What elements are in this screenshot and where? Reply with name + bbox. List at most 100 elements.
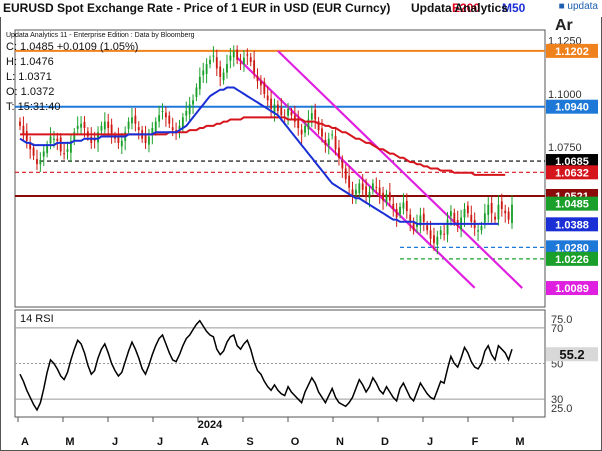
candle-body [209, 59, 211, 65]
candle-body [433, 235, 435, 244]
candle-body [409, 214, 412, 222]
x-tick-label: O [291, 436, 300, 448]
price-tag-box [546, 196, 598, 211]
candle-body [53, 138, 55, 140]
source-note: Updata Analytics 11 - Enterprise Edition… [6, 32, 195, 39]
candle-body [338, 147, 340, 158]
low-value: L: 1.0371 [6, 71, 52, 83]
price-tag-box [546, 99, 598, 114]
x-tick-label: S [246, 436, 253, 448]
candle-body [80, 123, 83, 128]
candle-body [46, 145, 49, 154]
moving-averages [19, 86, 506, 225]
candle-body [293, 115, 296, 122]
candle-body [49, 136, 52, 144]
candle-body [256, 76, 259, 82]
candle-body [392, 203, 395, 209]
price-tag-label: 1.0940 [555, 102, 589, 114]
candle-body [463, 208, 466, 218]
candle-body [317, 121, 320, 131]
price-tag-level-1-0280: 1.0280 [546, 240, 598, 255]
price-tag-channel-level: 1.0089 [546, 281, 598, 296]
price-tags: 1.12021.09401.06851.06321.05211.04851.03… [546, 43, 598, 362]
candle-body [161, 110, 164, 112]
candle-body [365, 186, 368, 197]
candle-body [158, 115, 161, 122]
candle-body [307, 119, 310, 130]
candle-body [181, 117, 184, 128]
price-tag-box [546, 251, 598, 266]
candle-body [273, 104, 276, 113]
candle-body [304, 125, 306, 133]
candle-body [348, 175, 351, 188]
candle-body [93, 139, 96, 141]
candle-body [66, 149, 69, 152]
candle-body [334, 136, 337, 150]
candle-body [419, 215, 422, 226]
candle-body [446, 219, 449, 235]
channel-upper [277, 50, 523, 289]
candle-body [276, 104, 279, 111]
candle-body [232, 51, 235, 58]
candle-body [168, 115, 171, 124]
candle-body [205, 64, 208, 74]
candle-body [36, 159, 38, 165]
price-tag-m50-level: 1.0388 [546, 217, 598, 232]
price-tag-label: 1.0226 [555, 254, 589, 266]
x-tick-label: J [112, 436, 118, 448]
candle-body [69, 140, 72, 153]
x-tick-label: J [427, 436, 433, 448]
candle-body [443, 233, 446, 235]
candle-body [297, 118, 300, 129]
price-tick-label: 1.0750 [548, 142, 582, 154]
rsi-tick-label: 25.0 [551, 403, 572, 415]
updata-logo-text: updata [567, 1, 598, 12]
candle-body [144, 135, 147, 143]
candle-body [500, 201, 503, 209]
candle-body [110, 124, 113, 135]
candle-body [341, 161, 344, 169]
candle-body [382, 192, 384, 201]
m50-legend: M50 [502, 1, 526, 15]
price-tag-label: 1.0485 [555, 199, 589, 211]
price-tag-label: 1.1202 [555, 46, 589, 58]
candle-body [266, 95, 269, 101]
x-tick-label: A [21, 436, 29, 448]
price-tick-label: 1.1000 [548, 89, 582, 101]
candle-body [239, 63, 242, 65]
candle-body [107, 121, 110, 129]
m50-line [19, 86, 499, 225]
candle-body [494, 216, 496, 220]
candle-body [399, 206, 401, 215]
candle-body [466, 205, 469, 214]
price-tag-support-green: 1.0226 [546, 251, 598, 266]
price-tag-level-1-0685: 1.0685 [546, 154, 598, 169]
rsi-tick-label: 30 [551, 394, 563, 406]
candle-body [416, 223, 418, 227]
candle-body [59, 137, 62, 152]
x-tick-label: N [336, 436, 344, 448]
candle-body [42, 151, 45, 157]
candle-body [164, 112, 167, 118]
candle-body [321, 128, 323, 137]
rsi-tick-label: 70 [551, 323, 563, 335]
candle-body [229, 55, 232, 61]
x-tick-label: F [472, 436, 479, 448]
price-tag-resistance-orange: 1.1202 [546, 43, 598, 58]
candle-body [480, 226, 483, 231]
candle-body [429, 230, 432, 239]
candle-body [29, 142, 32, 150]
candle-body [212, 55, 215, 57]
price-tag-box [546, 240, 598, 255]
title-bar: EURUSD Spot Exchange Rate - Price of 1 E… [0, 0, 602, 17]
candle-body [202, 70, 205, 76]
candle-body [134, 115, 137, 124]
high-value: H: 1.0476 [6, 56, 54, 68]
candle-body [83, 122, 86, 129]
candle-body [127, 121, 130, 129]
candle-body [63, 153, 66, 155]
candle-body [287, 108, 289, 116]
price-tag-last-price: 1.0485 [546, 196, 598, 211]
candle-body [477, 230, 479, 232]
candle-body [490, 203, 493, 214]
